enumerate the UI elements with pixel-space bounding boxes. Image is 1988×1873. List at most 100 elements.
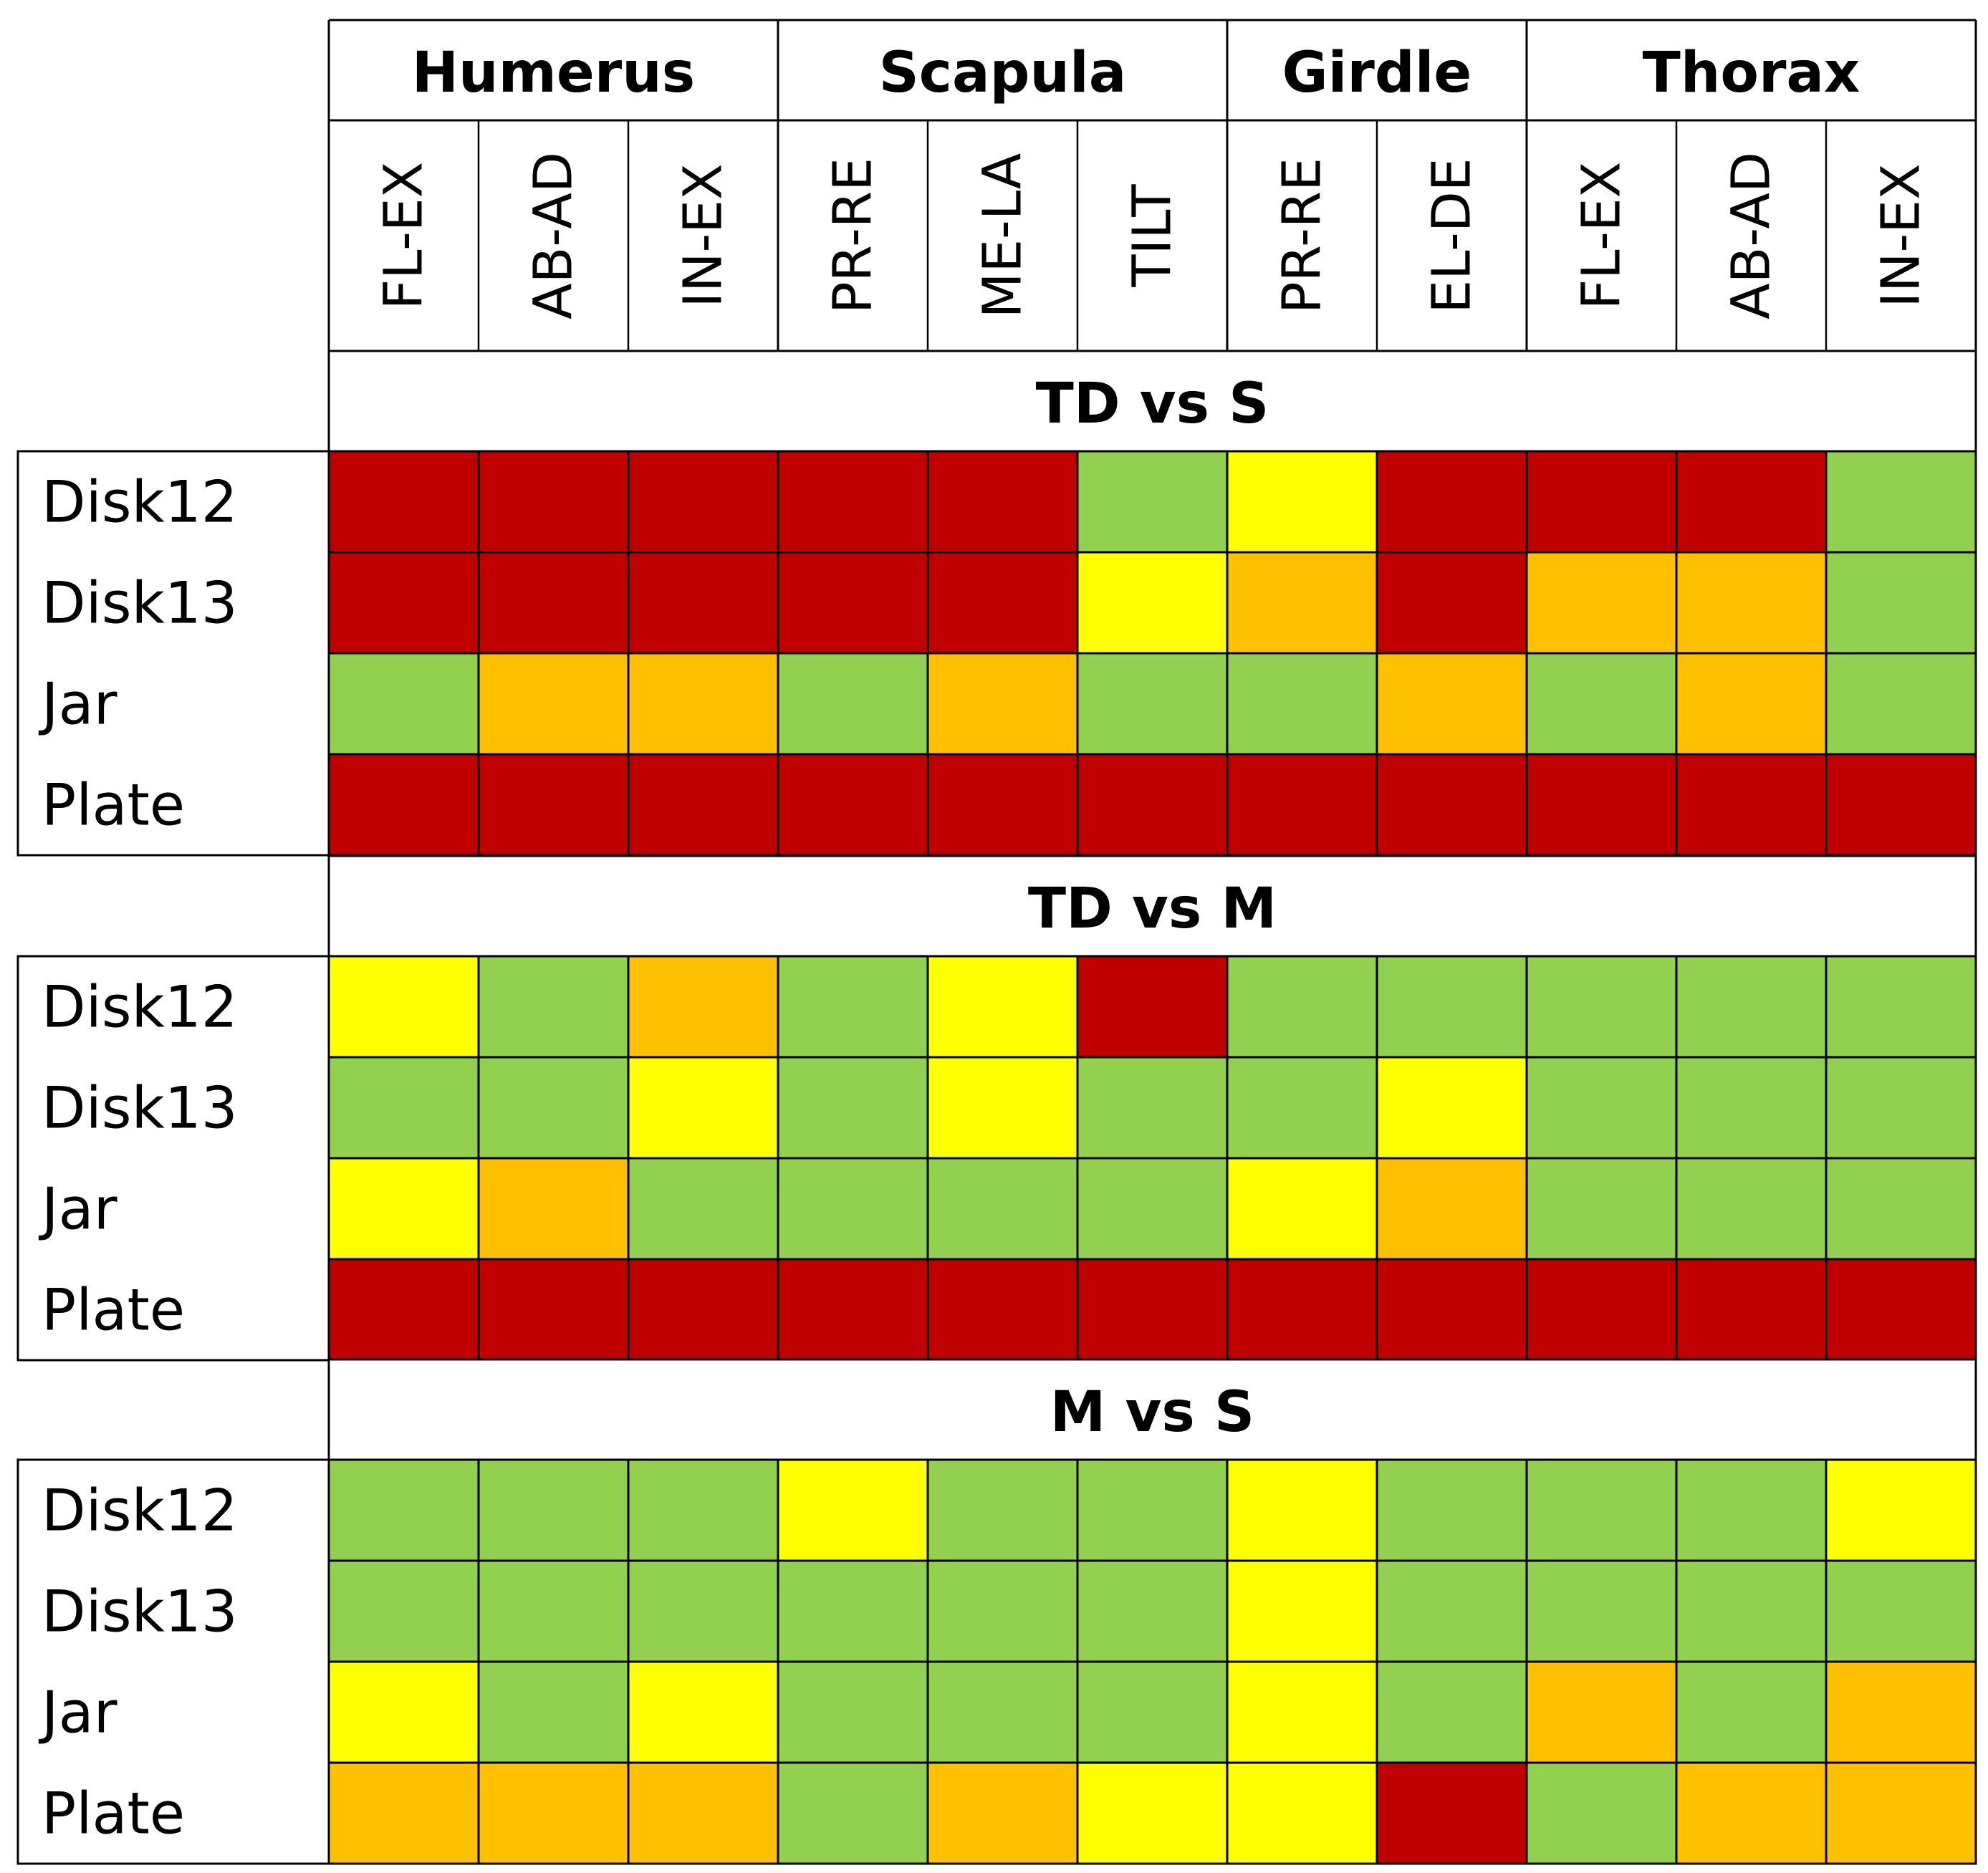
heatmap-cell xyxy=(1076,551,1229,655)
heatmap-cell xyxy=(1226,1157,1378,1261)
heatmap-cell xyxy=(1525,551,1678,655)
heatmap-cell xyxy=(627,1559,779,1663)
heatmap-cell xyxy=(327,1559,480,1663)
heatmap-cell xyxy=(627,652,779,756)
heatmap-cell xyxy=(327,753,480,857)
heatmap-cell xyxy=(1675,1660,1828,1764)
heatmap-cell xyxy=(477,955,630,1059)
row-label-plate: Plate xyxy=(42,772,185,839)
heatmap-cell xyxy=(1375,450,1528,554)
heatmap-cell xyxy=(1226,652,1378,756)
heatmap-cell xyxy=(1226,1056,1378,1160)
heatmap-cell xyxy=(777,753,929,857)
row-label-disk12: Disk12 xyxy=(42,469,238,536)
heatmap-cell xyxy=(777,955,929,1059)
heatmap-cell xyxy=(627,1660,779,1764)
group-label-thorax: Thorax xyxy=(1643,41,1860,105)
heatmap-cell xyxy=(926,1559,1079,1663)
heatmap-cell xyxy=(1825,1157,1977,1261)
heatmap-cell xyxy=(1825,450,1977,554)
heatmap-cell xyxy=(926,450,1079,554)
heatmap-cell xyxy=(777,450,929,554)
heatmap-cell xyxy=(627,955,779,1059)
row-label-disk13: Disk13 xyxy=(42,1579,238,1645)
column-label-humerus-in-ex: IN-EX xyxy=(673,163,734,307)
heatmap-cell xyxy=(777,551,929,655)
heatmap-cell xyxy=(327,1157,480,1261)
heatmap-cell xyxy=(1375,1056,1528,1160)
heatmap-cell xyxy=(1675,1761,1828,1865)
heatmap-cell xyxy=(477,450,630,554)
heatmap-cell xyxy=(477,1660,630,1764)
heatmap-cell xyxy=(1525,1157,1678,1261)
row-label-jar: Jar xyxy=(38,1680,117,1746)
heatmap-cell xyxy=(1375,1157,1528,1261)
heatmap-cell xyxy=(1825,1559,1977,1663)
heatmap-cell xyxy=(777,1258,929,1362)
heatmap-cell xyxy=(926,753,1079,857)
heatmap-cell xyxy=(926,1258,1079,1362)
row-label-disk12: Disk12 xyxy=(42,974,238,1041)
heatmap-cell xyxy=(777,1056,929,1160)
heatmap-cell xyxy=(1525,1258,1678,1362)
heatmap-cell xyxy=(1076,1559,1229,1663)
heatmap-cell xyxy=(327,1458,480,1562)
heatmap-cell xyxy=(1076,753,1229,857)
heatmap-cell xyxy=(327,1761,480,1865)
heatmap-cell xyxy=(477,753,630,857)
heatmap-cell xyxy=(777,1157,929,1261)
row-label-disk13: Disk13 xyxy=(42,1075,238,1142)
heatmap-cell xyxy=(1076,1458,1229,1562)
heatmap-cell xyxy=(1525,1056,1678,1160)
row-label-box xyxy=(16,450,330,857)
heatmap-cell xyxy=(777,1458,929,1562)
column-label-girdle-pr-re: PR-RE xyxy=(1272,158,1333,314)
heatmap-cell xyxy=(477,1761,630,1865)
heatmap-cell xyxy=(1825,1056,1977,1160)
heatmap-cell xyxy=(1825,1258,1977,1362)
heatmap-cell xyxy=(1375,1761,1528,1865)
heatmap-cell xyxy=(777,1559,929,1663)
heatmap-cell xyxy=(1825,753,1977,857)
group-label-girdle: Girdle xyxy=(1282,41,1472,105)
heatmap-cell xyxy=(1825,1761,1977,1865)
row-label-jar: Jar xyxy=(38,1176,117,1243)
heatmap-cell xyxy=(1076,955,1229,1059)
column-label-scapula-pr-re: PR-RE xyxy=(822,158,884,314)
heatmap-cell xyxy=(926,1157,1079,1261)
heatmap-cell xyxy=(477,1157,630,1261)
row-label-plate: Plate xyxy=(42,1781,185,1847)
heatmap-cell xyxy=(1076,1157,1229,1261)
heatmap-cell xyxy=(627,1761,779,1865)
heatmap-cell xyxy=(327,551,480,655)
block-title-band xyxy=(327,350,1977,453)
column-label-thorax-fl-ex: FL-EX xyxy=(1571,162,1633,310)
heatmap-cell xyxy=(1675,1458,1828,1562)
column-label-thorax-in-ex: IN-EX xyxy=(1871,163,1932,307)
column-label-thorax-ab-ad: AB-AD xyxy=(1721,152,1782,319)
heatmap-cell xyxy=(327,1056,480,1160)
heatmap-cell xyxy=(1675,652,1828,756)
heatmap-cell xyxy=(477,1458,630,1562)
heatmap-cell xyxy=(1675,450,1828,554)
heatmap-cell xyxy=(1525,1660,1678,1764)
heatmap-cell xyxy=(1525,753,1678,857)
heatmap-cell xyxy=(1076,1660,1229,1764)
heatmap-cell xyxy=(1076,450,1229,554)
heatmap-cell xyxy=(1375,1258,1528,1362)
heatmap-cell xyxy=(1226,1559,1378,1663)
row-label-jar: Jar xyxy=(38,671,117,738)
heatmap-cell xyxy=(477,1559,630,1663)
heatmap-cell xyxy=(1675,1559,1828,1663)
heatmap-cell xyxy=(926,652,1079,756)
heatmap-cell xyxy=(1825,1458,1977,1562)
heatmap-cell xyxy=(1525,652,1678,756)
heatmap-cell xyxy=(777,1660,929,1764)
heatmap-cell xyxy=(926,1761,1079,1865)
row-label-box xyxy=(16,1458,330,1865)
column-label-girdle-el-de: EL-DE xyxy=(1421,158,1483,313)
heatmap-cell xyxy=(1076,652,1229,756)
heatmap-cell xyxy=(1226,1258,1378,1362)
heatmap-cell xyxy=(327,652,480,756)
